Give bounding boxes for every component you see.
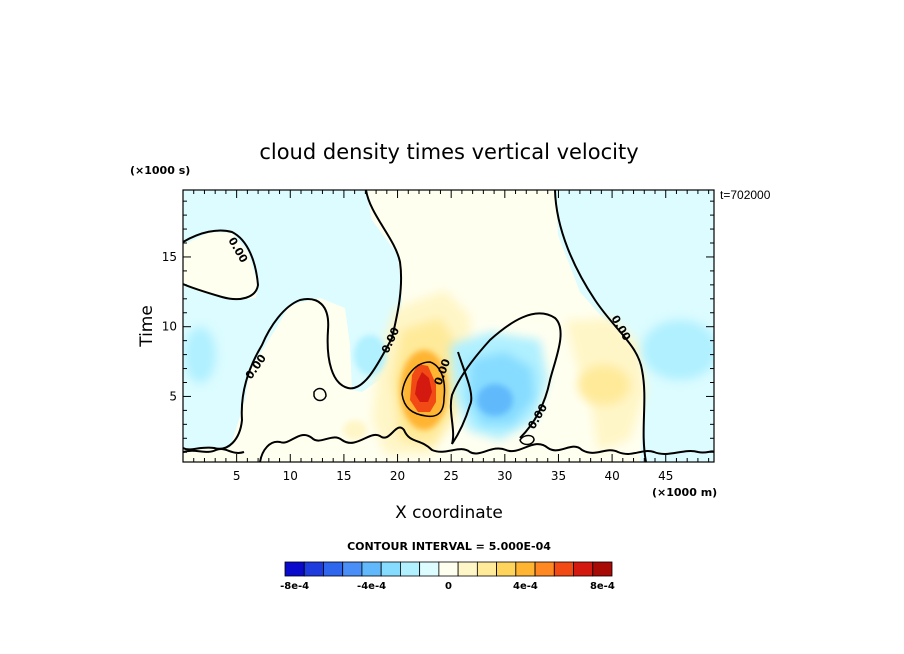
region-maximum: [415, 372, 432, 402]
colorbar-swatch: [380, 561, 401, 577]
colorbar-swatch: [361, 561, 382, 577]
y-tick-label: 15: [162, 250, 177, 264]
colorbar-swatch: [342, 561, 363, 577]
x-tick-label: 25: [444, 469, 459, 483]
x-tick-label: 30: [497, 469, 512, 483]
chart-title: cloud density times vertical velocity: [259, 140, 638, 164]
region-weak-positive-upper-left: [183, 232, 258, 300]
colorbar-tick-label: 8e-4: [590, 581, 615, 592]
colorbar-swatch: [438, 561, 459, 577]
region-yellow-right-small: [578, 365, 630, 405]
colorbar-tick-label: -8e-4: [280, 581, 309, 592]
x-tick-label: 10: [283, 469, 298, 483]
contour-main: [183, 190, 403, 451]
axes: 5 10 15 20 25 30 35 40 45 5 10 15: [162, 190, 714, 483]
colorbar-tick-label: -4e-4: [357, 581, 386, 592]
region-negative-core: [477, 384, 513, 416]
y-axis-label: Time: [137, 305, 157, 348]
colorbar-swatch: [323, 561, 344, 577]
zero-contours: [183, 190, 714, 462]
region-weak-positive-lower-left: [343, 420, 367, 440]
colorbar-swatch: [534, 561, 555, 577]
time-stamp: t=702000: [720, 188, 771, 202]
contour-bottom-ragged: [259, 426, 714, 462]
contour-upper-left: [183, 229, 260, 301]
colorbar-swatch: [457, 561, 478, 577]
contour-inner-right: [449, 312, 562, 445]
colorbar-swatch: [303, 561, 324, 577]
contour-interval: CONTOUR INTERVAL = 5.000E-04: [347, 540, 551, 553]
contour-right: [554, 190, 647, 462]
region-weak-negative-left: [354, 335, 386, 375]
region-weak-negative-right: [642, 320, 714, 380]
colorbar-swatch: [553, 561, 574, 577]
x-units-label: (×1000 m): [652, 486, 717, 499]
colorbar-swatch: [419, 561, 440, 577]
x-tick-label: 40: [604, 469, 619, 483]
colorbar-swatch: [573, 561, 594, 577]
x-tick-label: 35: [551, 469, 566, 483]
x-axis-label: X coordinate: [395, 503, 503, 523]
colorbar-swatch: [400, 561, 421, 577]
colorbar-swatch: [515, 561, 536, 577]
colorbar-swatch: [476, 561, 497, 577]
contour-bottom-left: [183, 448, 245, 454]
y-tick-label: 10: [162, 320, 177, 334]
colorbar-swatch: [496, 561, 517, 577]
colorbar: -8e-4 -4e-4 0 4e-4 8e-4: [280, 561, 615, 592]
x-tick-label: 15: [336, 469, 351, 483]
x-tick-label: 5: [233, 469, 241, 483]
y-units-label: (×1000 s): [130, 164, 190, 177]
plot-frame: [182, 189, 715, 463]
colorbar-tick-label: 0: [445, 581, 452, 592]
heatmap-field: [183, 190, 714, 462]
y-tick-label: 5: [169, 389, 177, 403]
colorbar-swatch: [592, 561, 613, 577]
contour-center-lobe: [401, 361, 446, 418]
colorbar-tick-label: 4e-4: [513, 581, 538, 592]
x-tick-label: 20: [390, 469, 405, 483]
x-tick-label: 45: [658, 469, 673, 483]
contour-small-loop-2: [519, 434, 535, 446]
contour-small-loop: [313, 387, 327, 402]
colorbar-swatch: [284, 561, 305, 577]
region-weak-negative-left-edge: [184, 327, 216, 383]
